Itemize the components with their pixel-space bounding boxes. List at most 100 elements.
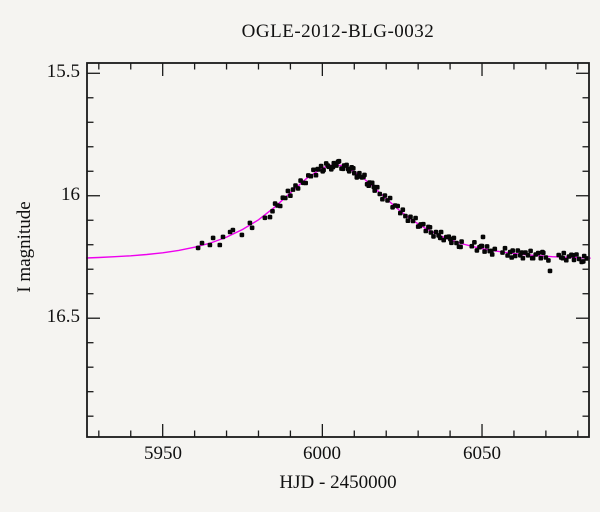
data-point	[277, 203, 283, 209]
data-point	[472, 240, 477, 245]
data-point	[489, 252, 495, 257]
x-tick-label-5950: 5950	[144, 443, 182, 464]
data-point	[375, 184, 380, 190]
data-point	[478, 243, 484, 249]
data-point	[380, 196, 385, 202]
data-point	[421, 221, 426, 227]
data-point	[438, 229, 444, 235]
x-tick-label-6050: 6050	[463, 443, 501, 464]
data-point	[571, 257, 577, 263]
data-point	[366, 183, 371, 188]
data-point	[492, 246, 498, 252]
data-point	[431, 234, 436, 239]
data-point	[288, 193, 293, 198]
data-point	[308, 173, 314, 179]
data-point	[484, 244, 490, 249]
data-point	[525, 253, 531, 258]
data-point	[267, 214, 273, 220]
data-point	[400, 207, 406, 212]
data-point	[372, 188, 377, 193]
data-point	[570, 253, 576, 258]
data-point	[270, 208, 275, 214]
data-point	[247, 220, 253, 226]
data-point	[382, 193, 388, 198]
data-point	[546, 258, 551, 263]
data-point	[325, 163, 331, 168]
data-point	[427, 225, 433, 230]
data-point	[540, 249, 545, 255]
data-point	[395, 203, 400, 209]
plot-frame	[86, 62, 590, 438]
data-point	[561, 250, 567, 256]
data-point	[564, 257, 569, 263]
data-point	[405, 218, 411, 223]
data-point	[207, 242, 213, 248]
data-point	[560, 255, 566, 261]
data-point	[469, 243, 475, 249]
data-point	[199, 240, 205, 246]
data-point	[340, 166, 346, 172]
data-point	[387, 195, 393, 201]
data-point	[423, 228, 429, 234]
data-point	[344, 162, 349, 168]
data-point	[283, 195, 288, 201]
data-point	[509, 255, 514, 260]
data-point	[195, 245, 201, 251]
data-point	[345, 166, 351, 172]
data-point	[295, 186, 301, 191]
data-point	[352, 170, 357, 176]
data-point	[356, 174, 361, 179]
data-point	[210, 235, 216, 241]
data-point	[369, 180, 375, 186]
data-point	[515, 248, 521, 253]
data-point	[249, 225, 255, 231]
data-point	[458, 244, 463, 250]
data-point	[451, 235, 457, 241]
data-point	[459, 239, 464, 244]
data-point	[318, 163, 324, 169]
data-point	[311, 167, 316, 173]
data-point	[535, 250, 541, 256]
data-point	[262, 215, 268, 221]
y-tick-label-16: 16	[61, 184, 80, 205]
data-point	[230, 227, 236, 233]
data-point	[361, 174, 366, 180]
data-point	[449, 240, 454, 246]
data-point	[428, 230, 434, 235]
data-point	[502, 245, 508, 251]
data-point	[519, 250, 525, 255]
data-point	[529, 255, 535, 261]
data-point	[520, 255, 526, 261]
data-point	[217, 242, 223, 248]
data-point	[413, 215, 418, 221]
data-point	[334, 163, 339, 168]
data-point	[480, 234, 486, 240]
data-point	[581, 259, 586, 264]
data-point	[448, 236, 453, 242]
data-point	[528, 248, 533, 254]
data-point	[220, 234, 226, 240]
x-axis-label: HJD - 2450000	[279, 472, 397, 493]
chart-title: OGLE-2012-BLG-0032	[241, 21, 435, 42]
data-point	[574, 252, 579, 257]
data-point	[330, 164, 336, 170]
y-tick-label-16-5: 16.5	[46, 306, 80, 327]
data-point	[512, 253, 518, 259]
x-tick-label-6000: 6000	[303, 443, 341, 464]
data-point	[408, 214, 413, 220]
data-point	[239, 232, 245, 238]
data-point	[500, 250, 505, 255]
data-point	[482, 249, 487, 254]
data-point	[547, 268, 553, 274]
data-point	[377, 191, 383, 197]
data-point	[285, 188, 291, 194]
data-point	[290, 187, 296, 192]
model-curve	[85, 164, 591, 259]
data-point	[315, 166, 320, 172]
data-point	[403, 213, 408, 219]
data-point	[510, 248, 515, 253]
data-point	[454, 240, 459, 246]
data-point	[433, 229, 439, 235]
